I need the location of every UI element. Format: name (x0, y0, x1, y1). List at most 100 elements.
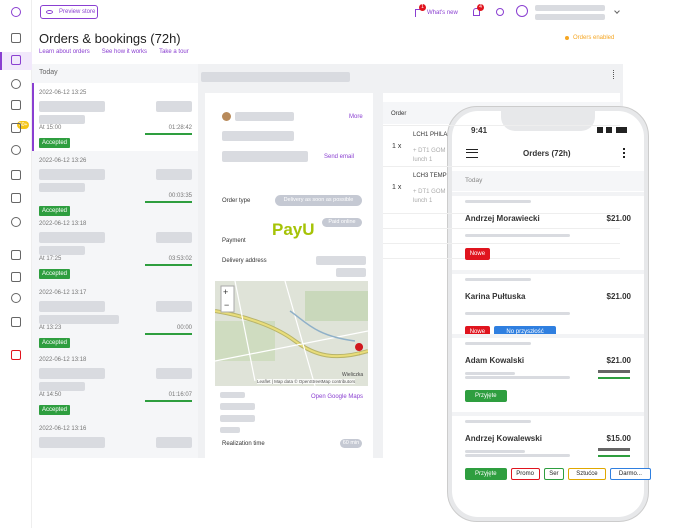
link[interactable]: Take a tour (159, 49, 189, 55)
progress (598, 455, 630, 457)
order-date: 2022-06-12 13:18 (39, 357, 87, 363)
placeholder (156, 368, 192, 379)
paid-pill: Paid online (322, 218, 362, 227)
send-email[interactable]: Send email (324, 154, 355, 160)
map[interactable] (215, 281, 368, 386)
order-time: At 13:23 (39, 325, 62, 331)
progress (145, 400, 192, 402)
divider (452, 412, 644, 416)
nav-icon[interactable] (11, 193, 21, 203)
whats-new[interactable]: What's new (427, 10, 458, 16)
order-timer: 03:53:02 (168, 256, 192, 262)
link[interactable]: See how it works (101, 49, 148, 55)
phone-title: Orders (72h) (523, 149, 571, 158)
nav-icon[interactable] (11, 33, 21, 43)
price: $21.00 (606, 356, 631, 365)
bell-icon[interactable] (473, 8, 480, 16)
placeholder (156, 301, 192, 312)
page-title: Orders & bookings (72h) (39, 31, 181, 46)
nav-icon[interactable] (11, 123, 21, 133)
customer-name: Karina Pułtuska (465, 292, 526, 301)
progress (598, 377, 630, 379)
price: $21.00 (606, 214, 631, 223)
label: Order type (222, 198, 251, 204)
customer-name: Adam Kowalski (465, 356, 525, 365)
order-date: 2022-06-12 13:26 (39, 158, 87, 164)
placeholder (598, 448, 630, 451)
preview-store-button[interactable]: Preview store (40, 5, 98, 19)
nav-icon[interactable] (11, 170, 21, 180)
hamburger[interactable] (466, 149, 478, 158)
order-timer: 01:28:42 (168, 125, 192, 131)
section-bar (452, 171, 644, 191)
map-place: Wieliczka (342, 372, 364, 378)
divider (452, 334, 644, 338)
order-time: At 17:25 (39, 256, 62, 262)
chevron[interactable] (614, 8, 620, 14)
row-line (383, 258, 620, 259)
map-credit: Leaflet | Map data © OpenStreetMap contr… (257, 379, 356, 384)
nav-icon[interactable] (11, 79, 21, 89)
placeholder (39, 437, 105, 448)
order-timer: 00:03:35 (168, 193, 192, 199)
table-header-label: Order (391, 111, 407, 117)
realization-pill: 60 min (340, 439, 362, 448)
order-date: 2022-06-12 13:16 (39, 426, 87, 432)
placeholder (465, 450, 525, 453)
status-dot (565, 36, 569, 40)
nav-icon[interactable] (11, 250, 21, 260)
nav-icon[interactable] (11, 293, 21, 303)
clock-icon[interactable] (496, 8, 504, 16)
order-time: At 15:00 (39, 125, 62, 131)
flag-icon (415, 9, 422, 17)
row-line (383, 228, 620, 229)
item-name: LCH1 PHILA (413, 132, 448, 138)
tag: Przyjęte (465, 468, 507, 480)
order-timer: 00:00 (176, 325, 192, 331)
phone-section: Today (465, 177, 483, 184)
tag: Darmo... (609, 468, 652, 480)
progress (145, 264, 192, 266)
badge: 4 (477, 4, 484, 11)
open-maps[interactable]: Open Google Maps (311, 394, 364, 400)
placeholder (465, 342, 531, 345)
order-date: 2022-06-12 13:18 (39, 221, 87, 227)
zoom-in[interactable]: + (223, 287, 229, 297)
nav-icon[interactable] (11, 100, 21, 110)
tag: Przyjęte (465, 390, 507, 402)
nav-icon[interactable] (11, 217, 21, 227)
label: Realization time (222, 441, 265, 447)
status-badge: Accepted (39, 206, 71, 216)
more-link[interactable]: More (349, 114, 363, 120)
divider (452, 192, 644, 196)
placeholder (156, 232, 192, 243)
nav-icon[interactable] (11, 145, 21, 155)
qty: 1 x (392, 143, 402, 150)
zoom-out[interactable]: − (224, 300, 230, 310)
row-line (383, 125, 620, 126)
placeholder (598, 370, 630, 373)
placeholder (156, 101, 192, 112)
avatar-icon[interactable] (516, 5, 528, 17)
payu-logo: PayU (272, 220, 315, 239)
phone-menu[interactable] (623, 148, 625, 158)
nav-icon[interactable] (11, 7, 21, 17)
nav-icon[interactable] (11, 55, 21, 65)
item-note: lunch 1 (413, 198, 433, 204)
placeholder (39, 115, 85, 124)
nav-icon[interactable] (11, 317, 21, 327)
status-badge: Accepted (39, 338, 71, 348)
nav-icon[interactable] (11, 350, 21, 360)
eye-icon (46, 10, 53, 14)
order-timer: 01:16:07 (168, 392, 192, 398)
nav-icon[interactable] (11, 272, 21, 282)
orders-status[interactable]: Orders enabled (573, 35, 615, 41)
placeholder (465, 454, 570, 457)
placeholder (465, 278, 531, 281)
placeholder (39, 368, 105, 379)
link[interactable]: Learn about orders (39, 49, 90, 55)
menu-icon[interactable] (613, 70, 615, 79)
placeholder (39, 232, 105, 243)
header-links: Learn about orders See how it works Take… (39, 49, 189, 55)
